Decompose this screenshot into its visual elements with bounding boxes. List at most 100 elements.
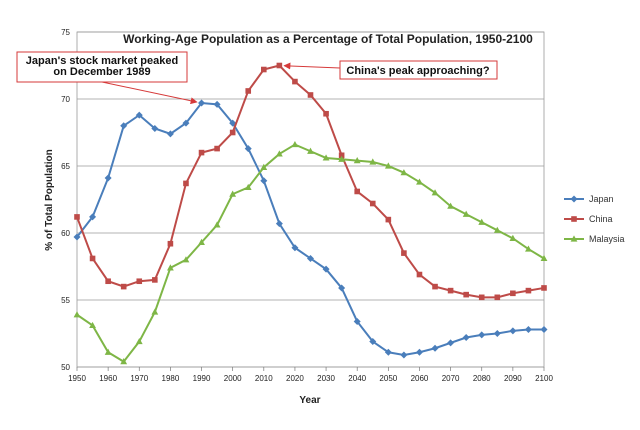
x-tick-label: 2010	[255, 374, 273, 383]
callout-box-china	[339, 60, 498, 80]
data-point-malaysia	[384, 162, 392, 169]
data-point-china	[525, 287, 532, 294]
x-tick-label: 2000	[224, 374, 242, 383]
data-point-japan	[509, 327, 517, 335]
data-point-japan	[120, 122, 128, 130]
data-point-china	[416, 271, 423, 278]
data-point-china	[478, 294, 485, 301]
series-malaysia	[73, 140, 548, 365]
data-point-china	[385, 216, 392, 223]
x-tick-label: 1950	[68, 374, 86, 383]
data-point-malaysia	[244, 183, 252, 191]
data-point-japan	[275, 220, 283, 228]
axis-layer: 50 55 60 65 70 75 1950 1960 1970 1980 1990 2000 2010…	[61, 28, 553, 383]
data-point-china	[74, 214, 80, 220]
data-point-japan	[73, 233, 81, 241]
legend-label-china: China	[589, 214, 613, 224]
data-point-china	[105, 278, 111, 285]
x-tick-label: 1960	[99, 374, 117, 383]
legend-label-malaysia: Malaysia	[589, 234, 625, 244]
callout-china: China's peak approaching?	[283, 60, 498, 80]
series-line-malaysia	[76, 143, 545, 363]
data-point-china	[447, 287, 454, 294]
data-point-malaysia	[447, 202, 454, 209]
x-tick-label: 1990	[193, 374, 211, 383]
legend-item-malaysia: Malaysia	[564, 234, 625, 244]
data-point-japan	[369, 338, 377, 346]
legend-marker-malaysia	[570, 235, 578, 242]
data-point-japan	[384, 348, 392, 356]
data-point-china	[183, 180, 189, 187]
data-point-malaysia	[322, 154, 330, 161]
data-point-japan	[291, 244, 299, 252]
data-point-japan	[462, 334, 470, 342]
x-tick-label: 2090	[504, 374, 522, 383]
data-point-malaysia	[416, 178, 423, 185]
data-point-china	[136, 278, 143, 285]
data-point-china	[198, 149, 205, 156]
y-tick-label: 50	[61, 363, 70, 372]
data-point-china	[292, 78, 298, 85]
data-point-china	[510, 290, 516, 297]
data-point-malaysia	[167, 264, 174, 271]
data-point-japan	[493, 330, 501, 337]
data-point-malaysia	[462, 210, 470, 217]
data-point-japan	[213, 100, 221, 108]
callout-text-japan: on December 1989	[53, 66, 150, 78]
data-point-malaysia	[260, 163, 268, 170]
legend-label-japan: Japan	[589, 194, 614, 204]
data-point-japan	[229, 119, 237, 127]
data-point-japan	[198, 99, 206, 107]
data-point-china	[494, 294, 501, 301]
data-point-china	[214, 145, 220, 152]
data-point-malaysia	[182, 256, 190, 263]
data-point-japan	[182, 119, 190, 127]
data-point-malaysia	[73, 311, 81, 318]
data-point-japan	[260, 177, 268, 185]
data-point-malaysia	[353, 157, 361, 164]
data-point-japan	[540, 325, 548, 333]
callout-arrow-japan	[101, 81, 198, 105]
data-point-malaysia	[431, 189, 439, 196]
series-china	[74, 62, 547, 301]
x-tick-label: 2080	[473, 374, 491, 383]
data-point-malaysia	[291, 140, 299, 148]
data-point-malaysia	[104, 348, 112, 355]
data-point-china	[167, 240, 174, 247]
data-point-japan	[104, 174, 112, 182]
y-tick-label: 60	[61, 229, 70, 238]
data-point-japan	[338, 284, 346, 292]
data-point-japan	[244, 145, 252, 153]
data-point-malaysia	[151, 308, 159, 315]
callout-arrow-china	[283, 62, 341, 70]
data-point-malaysia	[369, 158, 377, 165]
series-line-china	[76, 64, 545, 299]
data-point-japan	[478, 331, 486, 339]
callout-text-japan: Japan's stock market peaked	[26, 55, 178, 67]
data-point-china	[261, 66, 267, 73]
data-point-china	[276, 62, 283, 69]
data-point-malaysia	[338, 155, 346, 162]
x-tick-label: 2060	[411, 374, 429, 383]
x-tick-label: 2070	[442, 374, 460, 383]
x-tick-label: 2020	[286, 374, 304, 383]
x-tick-label: 2040	[348, 374, 366, 383]
data-point-china	[401, 250, 407, 256]
data-point-china	[152, 277, 158, 283]
y-tick-label: 65	[61, 162, 70, 171]
x-tick-label: 2100	[535, 374, 553, 383]
data-point-japan	[151, 124, 159, 132]
legend-item-japan: Japan	[564, 194, 614, 204]
data-point-china	[338, 152, 345, 159]
data-point-malaysia	[198, 238, 205, 245]
data-point-china	[323, 110, 329, 117]
series-layer	[73, 62, 548, 365]
data-point-japan	[353, 317, 361, 325]
data-point-malaysia	[229, 190, 237, 197]
data-point-japan	[307, 254, 314, 262]
y-axis-title: % of Total Population	[44, 149, 55, 250]
legend-item-china: China	[564, 214, 613, 224]
data-point-china	[120, 283, 127, 290]
